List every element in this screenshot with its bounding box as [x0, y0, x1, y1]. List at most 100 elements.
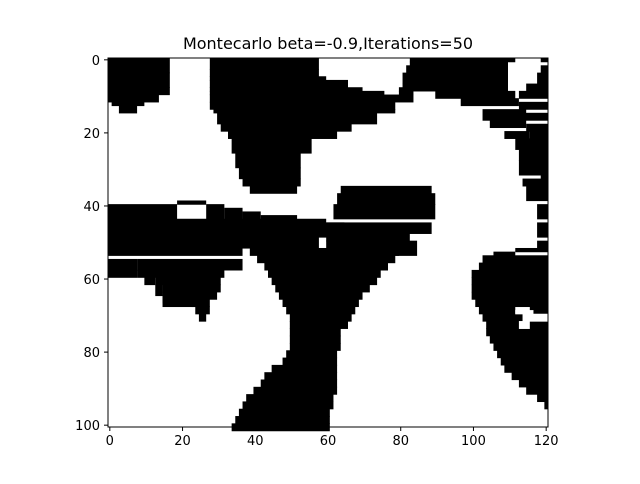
heatmap-cell-span [198, 313, 207, 322]
heatmap-cell-span [209, 68, 319, 77]
heatmap-cell-span [238, 408, 330, 417]
heatmap-cell-span [137, 269, 225, 278]
heatmap-cell-span [402, 72, 508, 85]
heatmap-cell-span [235, 152, 301, 169]
x-tick-label: 20 [174, 434, 191, 449]
heatmap-cell-span [460, 98, 519, 107]
heatmap-cell-span [537, 204, 548, 220]
heatmap-cell-span [533, 149, 548, 161]
heatmap-cell-span [533, 138, 548, 150]
heatmap-cell-span [260, 379, 338, 388]
heatmap-cell-span [504, 364, 548, 373]
heatmap-cell-span [522, 178, 548, 187]
heatmap-cell-span [540, 65, 548, 74]
heatmap-cell-span [209, 94, 414, 103]
y-tick-label: 20 [83, 127, 100, 142]
chart-title: Montecarlo beta=-0.9,Iterations=50 [183, 34, 473, 53]
heatmap-cell-span [249, 247, 399, 256]
heatmap-cell-span [111, 101, 145, 107]
heatmap-cell-span [511, 372, 548, 381]
heatmap-cell-span [238, 167, 301, 180]
heatmap-cell-span [515, 247, 548, 253]
heatmap-cell-span [544, 401, 548, 410]
heatmap-cell-span [268, 269, 381, 278]
heatmap-cell-span [108, 204, 178, 220]
heatmap-cell-span [471, 284, 548, 293]
heatmap-cell-span [435, 90, 516, 99]
heatmap-cell-span [333, 204, 436, 220]
heatmap-cell-span [526, 386, 548, 395]
heatmap-cell-span [162, 299, 210, 308]
heatmap-cell-span [209, 79, 348, 88]
heatmap-cell-span [522, 112, 548, 121]
heatmap-cell-span [235, 416, 330, 424]
heatmap-cell-span [289, 328, 341, 337]
heatmap-cell-span [409, 61, 508, 66]
heatmap-cell-span [108, 94, 159, 103]
heatmap-cell-span [478, 306, 516, 315]
heatmap-cell-span [529, 306, 548, 315]
heatmap-cell-span [282, 357, 338, 366]
heatmap-cell-span [108, 233, 319, 249]
heatmap-cell-span [209, 101, 396, 110]
heatmap-cell-span [155, 284, 163, 297]
x-tick-label: 80 [392, 434, 409, 449]
heatmap-cell-span [162, 284, 221, 293]
heatmap-cell-span [206, 204, 225, 220]
black-region-top-right-blob [402, 58, 548, 249]
y-tick-label: 80 [83, 346, 100, 361]
heatmap-cell-span [144, 277, 156, 286]
heatmap-cell-span [409, 58, 516, 63]
heatmap-cell-span [518, 379, 548, 388]
heatmap-cell-span [515, 138, 538, 150]
heatmap-cell-span [155, 277, 221, 286]
heatmap-cell-span [195, 306, 210, 315]
heatmap-cell-span [246, 394, 334, 403]
heatmap-cell-span [398, 90, 414, 96]
heatmap-cell-span [493, 251, 516, 256]
x-tick-label: 100 [461, 434, 486, 449]
heatmap-cell-span [526, 123, 548, 132]
black-region-right-blob [471, 247, 548, 410]
heatmap-cell-span [326, 240, 407, 249]
heatmap-cell-span [482, 109, 527, 121]
heatmap-cell-span [162, 291, 218, 300]
heatmap-cell-span [282, 299, 359, 308]
heatmap-cell-span [278, 291, 363, 300]
y-tick-label: 40 [83, 200, 100, 215]
heatmap-cell-span [271, 277, 378, 286]
heatmap-cell-span [493, 342, 548, 351]
heatmap-cell-span [482, 255, 548, 264]
heatmap-cell-span [108, 269, 138, 278]
black-region-top-center-blob [209, 58, 414, 194]
heatmap-cell-span [489, 335, 548, 344]
heatmap-cell-span [209, 76, 327, 81]
heatmap-cell-span [337, 193, 436, 205]
heatmap-cell-span [209, 90, 385, 96]
heatmap-cell-span [471, 277, 548, 286]
heatmap-cell-span [108, 218, 327, 234]
heatmap-cell-span [209, 58, 319, 70]
heatmap-cell-span [537, 72, 548, 85]
heatmap-cell-span [249, 185, 298, 194]
heatmap-cell-span [286, 306, 356, 315]
heatmap-cell-span [108, 72, 170, 88]
heatmap-cell-span [340, 185, 432, 194]
heatmap-cell-span [406, 65, 508, 74]
heatmap-cell-span [213, 109, 396, 114]
heatmap-cell-span [482, 313, 548, 322]
heatmap-cell-span [402, 83, 508, 92]
heatmap-cell-span [242, 178, 301, 187]
x-tick-label: 60 [320, 434, 337, 449]
heatmap-cell-span [108, 87, 170, 96]
axes-layer: 0 20 40 60 80 100 120 0 20 40 60 80 100 [75, 54, 558, 449]
heatmap-cell-span [526, 185, 548, 202]
heatmap-cell-span [471, 269, 548, 278]
y-tick-label: 100 [75, 419, 100, 434]
x-tick-label: 120 [534, 434, 559, 449]
x-tick-label: 0 [106, 434, 114, 449]
heatmap-cell-span [228, 131, 338, 139]
x-tick-label: 40 [247, 434, 264, 449]
